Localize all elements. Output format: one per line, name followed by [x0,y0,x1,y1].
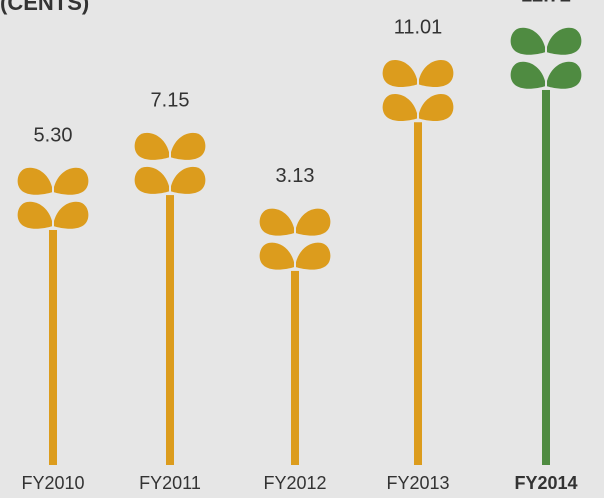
leaf [546,61,582,89]
leaf [259,208,295,236]
value-label: 7.15 [151,89,190,111]
leaf [418,93,454,121]
leaf [259,242,295,270]
value-label: 3.13 [276,165,315,187]
leaf [134,132,170,160]
leaves [259,204,331,270]
x-tick-label: FY2014 [514,473,577,493]
x-tick-label: FY2010 [21,473,84,493]
leaves [510,23,582,89]
leaf [510,27,546,55]
stem [49,229,57,465]
leaf [53,167,89,195]
stem [542,89,550,465]
leaf [295,242,331,270]
leaf [17,167,53,195]
x-tick-label: FY2012 [263,473,326,493]
value-label: 12.72 [521,0,571,6]
leaf [546,27,582,55]
leaf [510,61,546,89]
leaves [134,129,206,194]
x-tick-label: FY2011 [139,473,201,493]
leaf [134,166,170,194]
leaf [170,166,206,194]
stem [166,195,174,465]
leaf [418,59,454,87]
leaf [382,93,418,121]
leaf [53,201,89,229]
leaves [382,56,454,121]
leaf [382,59,418,87]
x-tick-label: FY2013 [386,473,449,493]
stem [414,122,422,465]
stem [291,270,299,465]
leaves [17,163,89,229]
leaf [170,132,206,160]
leaf [295,208,331,236]
chart-title: (CENTS) [0,0,89,15]
value-label: 11.01 [394,17,443,39]
leaf [17,201,53,229]
value-label: 5.30 [34,124,73,146]
